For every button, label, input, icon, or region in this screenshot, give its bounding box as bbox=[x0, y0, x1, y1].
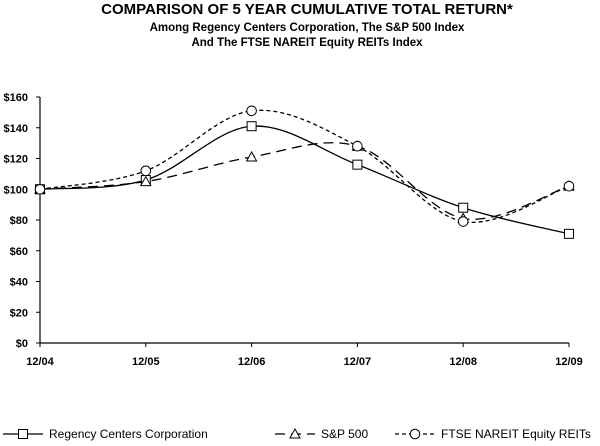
legend-item-2: S&P 500 bbox=[275, 427, 368, 441]
series-1-point bbox=[564, 228, 574, 239]
y-tick-label: $40 bbox=[10, 277, 28, 289]
legend-item-1-label: Regency Centers Corporation bbox=[49, 427, 208, 441]
legend-item-1-marker bbox=[18, 429, 28, 439]
x-tick-label: 12/07 bbox=[344, 356, 372, 368]
series-2-line bbox=[39, 142, 570, 220]
series-2-point bbox=[139, 175, 152, 187]
y-tick-label: $80 bbox=[10, 215, 28, 227]
series-1-point bbox=[352, 159, 363, 170]
chart-subtitle-line-1: Among Regency Centers Corporation, The S… bbox=[150, 22, 465, 34]
series-1-line bbox=[39, 125, 570, 235]
series-3-point bbox=[34, 183, 46, 195]
plot-area: $0 $20 $40 $60 $80 $100 $120 $140 $160 12/04 12/05… bbox=[4, 92, 583, 368]
series-3-line bbox=[39, 109, 570, 223]
y-tick-label: $140 bbox=[4, 123, 28, 135]
y-tick-label: $100 bbox=[4, 184, 28, 196]
y-tick-label: $0 bbox=[16, 338, 28, 350]
y-tick-label: $20 bbox=[10, 307, 28, 319]
x-tick-label: 12/09 bbox=[555, 356, 583, 368]
series-3-point bbox=[563, 180, 575, 192]
chart-title: COMPARISON OF 5 YEAR CUMULATIVE TOTAL RE… bbox=[101, 1, 513, 18]
series-1-point bbox=[458, 202, 469, 213]
chart-subtitle-line-2: And The FTSE NAREIT Equity REITs Index bbox=[191, 37, 423, 49]
y-tick-label: $60 bbox=[10, 246, 28, 258]
x-tick-label: 12/06 bbox=[238, 356, 266, 368]
series-3-point bbox=[457, 216, 469, 227]
legend-item-2-marker bbox=[289, 427, 301, 439]
y-tick-label: $120 bbox=[4, 154, 28, 166]
series-3-point bbox=[140, 165, 152, 177]
series-3-point bbox=[246, 105, 257, 117]
legend-item-3: FTSE NAREIT Equity REITs bbox=[395, 427, 591, 441]
series-2-point bbox=[245, 150, 258, 162]
series-3-point bbox=[352, 140, 363, 152]
y-tick-label: $160 bbox=[4, 92, 28, 104]
series-1-point bbox=[246, 121, 257, 132]
legend-item-3-marker bbox=[409, 428, 421, 440]
x-tick-label: 12/08 bbox=[449, 356, 477, 368]
legend: Regency Centers Corporation S&P 500 FTSE N… bbox=[3, 427, 591, 441]
legend-item-3-label: FTSE NAREIT Equity REITs bbox=[441, 427, 591, 441]
legend-item-1: Regency Centers Corporation bbox=[3, 427, 208, 441]
legend-item-2-label: S&P 500 bbox=[321, 427, 368, 441]
x-tick-label: 12/05 bbox=[132, 356, 160, 368]
x-tick-label: 12/04 bbox=[26, 356, 54, 368]
